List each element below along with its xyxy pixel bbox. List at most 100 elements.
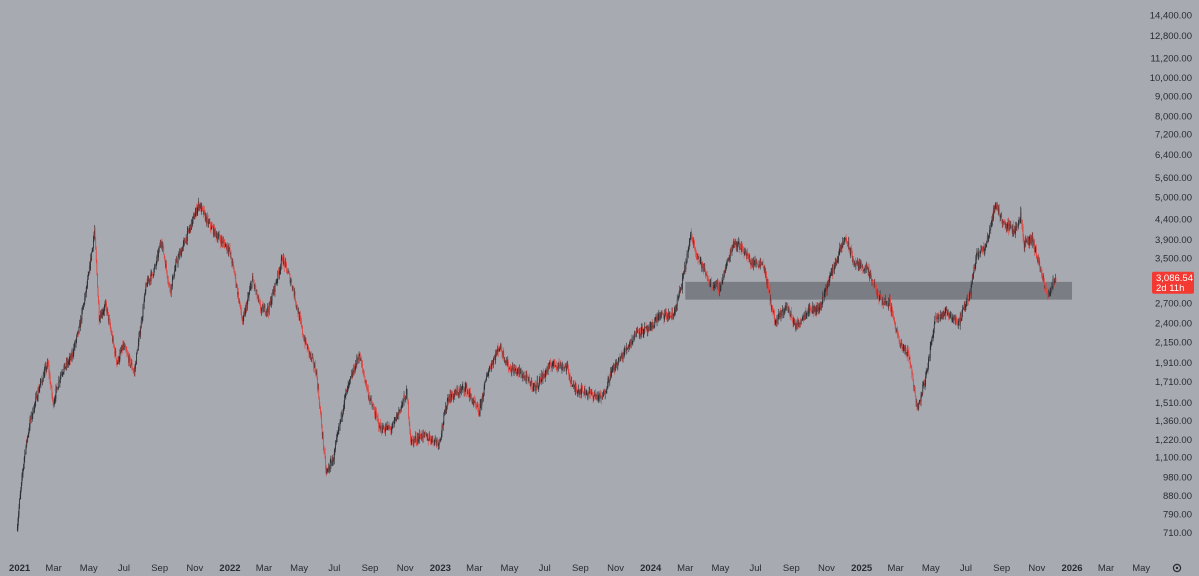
candle (559, 361, 561, 369)
candle (31, 410, 33, 420)
candle-body (917, 406, 918, 408)
candle-body (326, 469, 328, 472)
candle-body (867, 267, 869, 273)
candle-body (505, 360, 507, 363)
candle (295, 301, 297, 310)
candle-body (585, 392, 587, 395)
candle-body (194, 212, 196, 217)
candle-body (484, 379, 486, 383)
candle (345, 388, 347, 400)
candle-body (802, 316, 804, 318)
candle-body (398, 411, 400, 415)
candle-body (226, 244, 227, 250)
candle (823, 289, 825, 302)
candle-body (717, 283, 719, 291)
candle (428, 438, 430, 441)
candle (273, 285, 275, 296)
candle-body (114, 350, 116, 355)
candle (103, 306, 105, 317)
candle (122, 341, 124, 351)
candle-body (239, 301, 241, 305)
candle-body (468, 394, 470, 397)
candle (817, 305, 819, 315)
candle-body (211, 226, 213, 228)
candle (537, 375, 539, 390)
candle-body (106, 304, 108, 312)
candle (664, 310, 666, 316)
candle-body (80, 318, 82, 321)
candle (88, 272, 90, 277)
candle-body (562, 366, 564, 368)
candle-body (969, 293, 970, 300)
candle-body (139, 330, 141, 335)
candle-body (695, 248, 697, 254)
candle (837, 256, 839, 263)
candle-body (84, 291, 86, 298)
candle (509, 364, 511, 372)
candle-body (150, 278, 151, 282)
candle-body (347, 385, 349, 387)
candle (691, 228, 693, 241)
candle-body (228, 248, 230, 252)
candle (134, 364, 136, 377)
candle (965, 300, 967, 311)
candle (495, 349, 497, 364)
candle-body (498, 348, 500, 352)
candle (709, 279, 711, 287)
candle-body (189, 225, 191, 229)
candle-body (60, 373, 62, 376)
candle (555, 365, 557, 368)
candle-body (919, 399, 921, 401)
candle-body (449, 398, 450, 402)
candle (414, 437, 415, 445)
candle (205, 215, 207, 226)
candle-body (366, 387, 368, 389)
candle-body (735, 242, 737, 248)
support-zone[interactable] (685, 281, 1073, 300)
candle-body (659, 316, 661, 319)
candle (683, 270, 684, 279)
candle-body (165, 264, 167, 268)
candle-body (495, 352, 497, 360)
candle (70, 352, 72, 361)
candle (384, 426, 386, 434)
candle (692, 237, 694, 245)
candle-body (230, 253, 232, 260)
candle-body (152, 274, 154, 277)
candle (484, 379, 486, 383)
candle-body (690, 232, 692, 235)
candle (445, 405, 447, 413)
candle (852, 250, 853, 263)
candle-body (631, 342, 633, 343)
candle (187, 226, 189, 235)
candle (36, 393, 38, 401)
candle-body (331, 460, 332, 466)
candle (29, 423, 30, 433)
candle-body (166, 264, 167, 271)
candle (935, 311, 936, 320)
candle (62, 372, 64, 377)
candle-body (65, 361, 67, 367)
candle-body (405, 399, 407, 401)
candle (690, 231, 692, 240)
candle-body (873, 286, 875, 288)
candle-body (428, 439, 430, 441)
candle-body (313, 366, 315, 368)
candle (468, 389, 470, 398)
candle (675, 303, 677, 312)
candle-body (30, 413, 32, 420)
candle (885, 292, 887, 304)
candle (231, 258, 233, 267)
candle (453, 393, 455, 403)
candle (81, 307, 83, 324)
candle-body (175, 262, 177, 269)
candle-body (320, 407, 321, 414)
candle-body (657, 316, 659, 320)
candle (354, 366, 356, 374)
candle-body (35, 397, 37, 402)
candle-body (208, 221, 210, 225)
candle (284, 257, 286, 268)
candle-body (82, 307, 84, 309)
candle-body (272, 292, 274, 294)
